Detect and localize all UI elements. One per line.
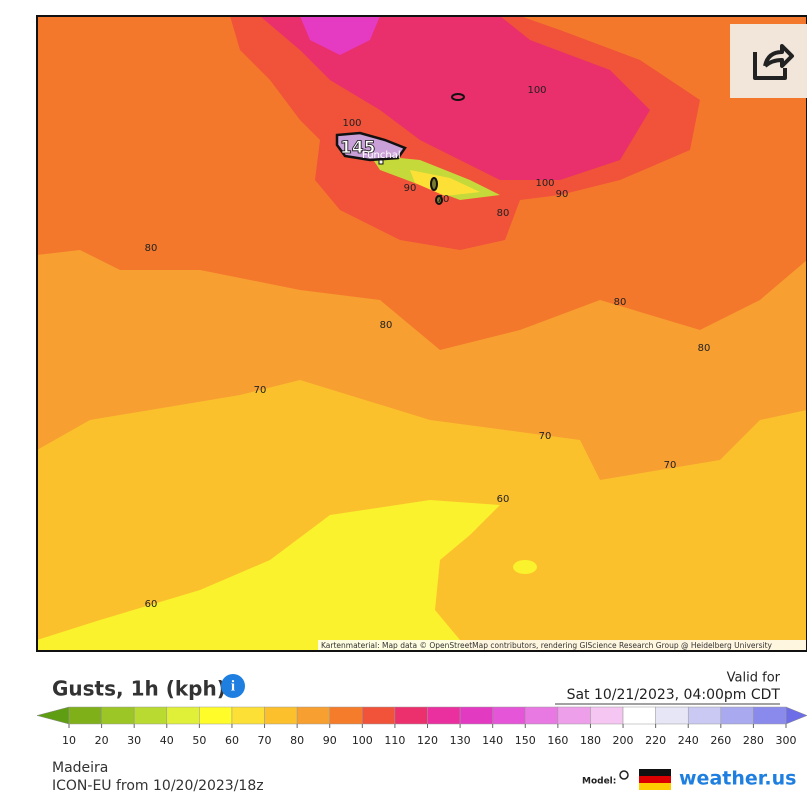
- contour-ring: [451, 93, 465, 101]
- island-outline: [335, 131, 407, 162]
- contour-label: 70: [254, 385, 267, 396]
- islet: [430, 177, 438, 191]
- legend-cell: [557, 706, 591, 725]
- map-border: [36, 15, 807, 652]
- legend-value: 40: [160, 734, 174, 747]
- field-yellow-spot: [513, 560, 537, 574]
- field-yellow: [37, 500, 500, 651]
- legend-cell: [166, 706, 200, 725]
- flag-stripe: [639, 776, 671, 783]
- contour-label: 100: [535, 178, 554, 189]
- contour-label: 70: [437, 194, 450, 205]
- share-icon[interactable]: [753, 44, 794, 80]
- info-button[interactable]: i: [221, 674, 245, 698]
- legend: 10 20 30 40 50 60 70 80 90 100 110 120 130 140 150 160 1…: [36, 706, 807, 747]
- place-label: Funchal: [362, 150, 401, 161]
- legend-cell: [655, 706, 689, 725]
- contour-label: 60: [497, 494, 510, 505]
- legend-cell: [362, 706, 396, 725]
- legend-value: 150: [515, 734, 536, 747]
- legend-value: 130: [450, 734, 471, 747]
- legend-cell: [720, 706, 754, 725]
- region: Madeira: [52, 760, 108, 776]
- legend-value: 90: [323, 734, 337, 747]
- max-label: 145: [340, 138, 376, 158]
- valid-time: Sat 10/21/2023, 04:00pm CDT: [567, 687, 781, 703]
- attribution-box: [318, 640, 807, 651]
- contour-label: 80: [698, 343, 711, 354]
- model-label: Model:: [582, 777, 616, 787]
- legend-cell: [231, 706, 265, 725]
- contour-label: 100: [342, 118, 361, 129]
- legend-cell: [590, 706, 624, 725]
- legend-value: 140: [482, 734, 503, 747]
- contour-label: 80: [614, 297, 627, 308]
- legend-value: 30: [127, 734, 141, 747]
- legend-cell: [492, 706, 526, 725]
- legend-cell: [68, 706, 102, 725]
- valid-label: Valid for: [727, 671, 781, 686]
- legend-value: 70: [258, 734, 272, 747]
- legend-cell: [459, 706, 493, 725]
- legend-value: 50: [192, 734, 206, 747]
- legend-title: Gusts, 1h (kph): [52, 677, 226, 701]
- legend-cell: [622, 706, 656, 725]
- field-pink: [300, 16, 380, 55]
- legend-value: 10: [62, 734, 76, 747]
- legend-value: 240: [678, 734, 699, 747]
- legend-cell: [101, 706, 135, 725]
- contour-label: 90: [404, 183, 417, 194]
- legend-cell: [199, 706, 233, 725]
- legend-value: 280: [743, 734, 764, 747]
- legend-value: 160: [547, 734, 568, 747]
- flag-stripe: [639, 783, 671, 790]
- city-marker: [378, 159, 384, 165]
- contour-label: 80: [497, 208, 510, 219]
- legend-cell: [296, 706, 330, 725]
- model-run: ICON-EU from 10/20/2023/18z: [52, 778, 264, 794]
- contour-label: 70: [664, 460, 677, 471]
- islet: [435, 195, 443, 205]
- legend-value: 110: [384, 734, 405, 747]
- legend-value: 260: [710, 734, 731, 747]
- info-icon[interactable]: [221, 674, 245, 698]
- legend-value: 220: [645, 734, 666, 747]
- attribution: Kartenmaterial: Map data © OpenStreetMap…: [321, 641, 773, 650]
- legend-value: 60: [225, 734, 239, 747]
- contour-label: 80: [380, 320, 393, 331]
- contour-label: 100: [527, 85, 546, 96]
- legend-value: 180: [580, 734, 601, 747]
- legend-above: [785, 706, 807, 725]
- legend-cell: [753, 706, 787, 725]
- legend-value: 120: [417, 734, 438, 747]
- contour-label: 80: [145, 243, 158, 254]
- hd-icon: [619, 770, 629, 780]
- legend-value: 80: [290, 734, 304, 747]
- map: 145 Funchal 1001009070801009080808080707…: [36, 15, 807, 652]
- legend-cell: [394, 706, 428, 725]
- model-logo: [619, 769, 671, 790]
- contour-label: 70: [539, 431, 552, 442]
- field-island-yellow: [410, 170, 480, 196]
- brand: weather.us: [679, 768, 796, 790]
- share-button[interactable]: [730, 24, 807, 98]
- field-magenta: [260, 16, 650, 180]
- legend-below: [36, 706, 70, 725]
- legend-cell: [687, 706, 722, 725]
- legend-cell: [525, 706, 559, 725]
- legend-cell: [264, 706, 298, 725]
- legend-cell: [133, 706, 168, 725]
- legend-value: 200: [613, 734, 634, 747]
- legend-value: 20: [95, 734, 109, 747]
- legend-value: 300: [776, 734, 797, 747]
- info-glyph[interactable]: i: [231, 678, 235, 694]
- contour-label: 60: [145, 599, 158, 610]
- flag-stripe: [639, 769, 671, 776]
- legend-value: 100: [352, 734, 373, 747]
- contour-label: 90: [556, 189, 569, 200]
- legend-cell: [427, 706, 461, 725]
- legend-cell: [329, 706, 363, 725]
